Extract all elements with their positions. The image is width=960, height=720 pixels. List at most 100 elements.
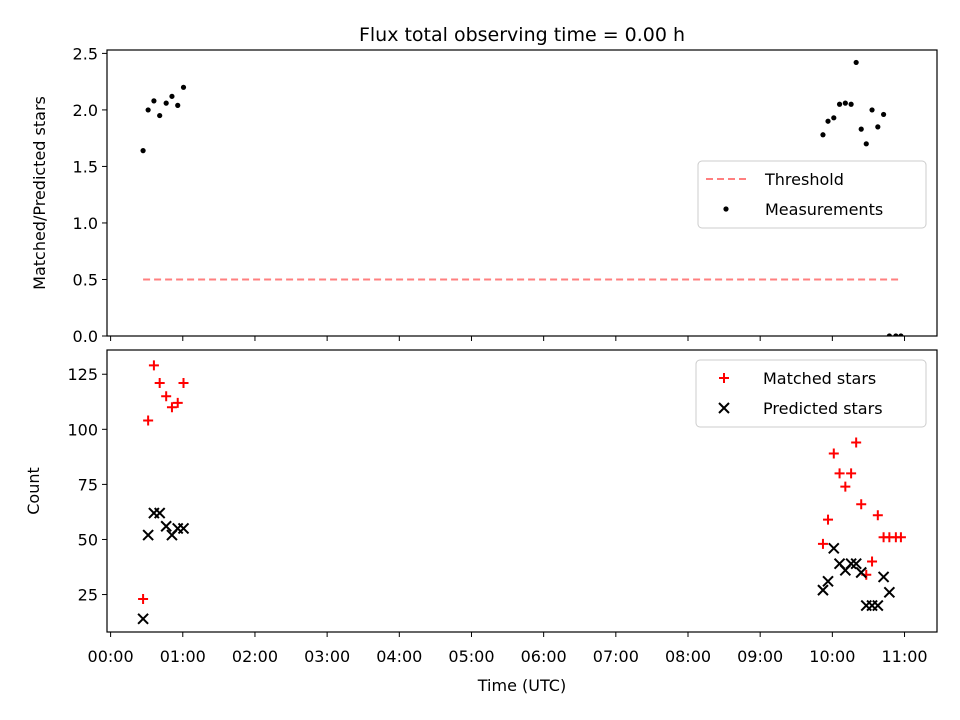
data-point xyxy=(138,593,149,604)
data-point xyxy=(823,514,834,525)
data-point xyxy=(828,448,839,459)
y-tick-label: 125 xyxy=(67,365,98,384)
data-point xyxy=(875,124,881,130)
data-point xyxy=(834,468,845,479)
data-point xyxy=(154,378,165,389)
plot-data xyxy=(137,360,906,625)
data-point xyxy=(845,557,857,570)
y-tick-label: 1.0 xyxy=(73,214,98,233)
axes-frame xyxy=(106,349,938,633)
x-tick-label: 00:00 xyxy=(88,647,134,666)
x-tick-label: 06:00 xyxy=(521,647,567,666)
data-point xyxy=(161,391,172,402)
data-point xyxy=(893,333,899,336)
y-tick-label: 100 xyxy=(67,420,98,439)
data-point xyxy=(840,481,851,492)
ratio-panel: 0.0 0.5 1.0 1.5 2.0 2.5 Matched/Predicted star… xyxy=(30,44,938,346)
data-point xyxy=(825,118,831,124)
data-point xyxy=(143,415,154,426)
data-point xyxy=(853,59,859,66)
legend-handle xyxy=(719,373,729,383)
data-point xyxy=(817,584,829,596)
data-point xyxy=(848,101,854,107)
data-point xyxy=(142,529,154,541)
data-point xyxy=(883,586,896,599)
data-point xyxy=(828,542,840,554)
data-point xyxy=(856,499,867,510)
legend-entry: Measurements xyxy=(723,200,883,219)
data-point xyxy=(163,100,169,106)
legend-entry: Predicted stars xyxy=(718,399,883,418)
x-tick-label: 02:00 xyxy=(232,647,278,666)
legend-label: Measurements xyxy=(765,200,883,219)
data-point xyxy=(172,397,183,408)
series-measurements xyxy=(140,59,904,336)
legend-label: Predicted stars xyxy=(763,399,883,418)
data-point xyxy=(851,437,862,448)
y-tick-label: 25 xyxy=(78,586,98,605)
plot-data xyxy=(140,59,904,336)
x-tick-label: 04:00 xyxy=(376,647,422,666)
x-axis-label: Time (UTC) xyxy=(477,676,566,695)
data-point xyxy=(831,115,837,121)
legend-entry: Matched stars xyxy=(719,369,876,388)
data-point xyxy=(151,98,157,104)
legend-box xyxy=(697,160,927,229)
data-point xyxy=(863,141,869,147)
data-point xyxy=(877,571,890,583)
y-tick-label: 2.5 xyxy=(73,44,98,63)
data-point xyxy=(820,132,826,138)
legend-label: Threshold xyxy=(764,170,844,189)
data-point xyxy=(157,112,163,119)
data-point xyxy=(145,107,151,113)
x-tick-label: 09:00 xyxy=(737,647,783,666)
data-point xyxy=(886,333,892,336)
data-point xyxy=(842,100,848,106)
x-tick-label: 11:00 xyxy=(881,647,927,666)
x-tick-label: 01:00 xyxy=(160,647,206,666)
data-point xyxy=(898,333,904,336)
y-tick-label: 0.5 xyxy=(73,270,98,289)
x-tick-label: 07:00 xyxy=(593,647,639,666)
x-tick-label: 05:00 xyxy=(448,647,494,666)
data-point xyxy=(855,566,867,579)
data-point xyxy=(858,126,864,132)
legend-box xyxy=(695,359,927,428)
data-point xyxy=(895,532,906,543)
data-point xyxy=(846,468,857,479)
legend-label: Matched stars xyxy=(763,369,876,388)
data-point xyxy=(175,102,181,108)
legend-handle xyxy=(723,206,729,212)
data-point xyxy=(850,557,862,570)
x-tick-label: 08:00 xyxy=(665,647,711,666)
data-point xyxy=(177,522,190,535)
axes-frame xyxy=(106,49,938,337)
data-point xyxy=(836,101,843,107)
y-tick-label: 1.5 xyxy=(73,157,98,176)
data-point xyxy=(822,575,834,588)
chart-title: Flux total observing time = 0.00 h xyxy=(359,24,685,46)
data-point xyxy=(169,93,175,99)
y-tick-label: 75 xyxy=(78,475,98,494)
data-point xyxy=(160,520,172,532)
legend-handle xyxy=(718,402,730,414)
y-tick-label: 0.0 xyxy=(73,327,98,346)
data-point xyxy=(817,538,828,549)
x-tick-label: 03:00 xyxy=(304,647,350,666)
data-point xyxy=(148,360,159,371)
x-tick-label: 10:00 xyxy=(809,647,855,666)
data-point xyxy=(872,599,884,612)
data-point xyxy=(178,378,189,389)
legend-entry: Threshold xyxy=(706,170,844,189)
series-matched xyxy=(138,360,906,604)
y-tick-label: 2.0 xyxy=(73,101,98,120)
data-point xyxy=(166,402,177,413)
data-point xyxy=(153,507,166,519)
data-point xyxy=(180,84,187,90)
data-point xyxy=(880,111,887,118)
data-point xyxy=(140,148,146,154)
series-predicted xyxy=(137,507,896,625)
data-point xyxy=(137,613,149,625)
data-point xyxy=(867,556,878,567)
